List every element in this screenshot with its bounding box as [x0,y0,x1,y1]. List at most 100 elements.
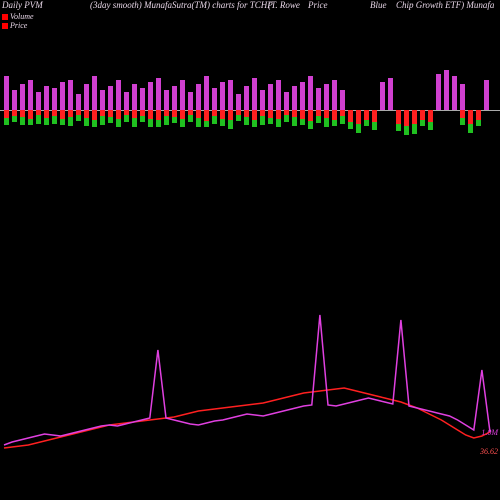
volume-bar-down-red [204,110,209,121]
volume-bar-down-red [252,110,257,120]
volume-bar-up [4,76,9,110]
volume-bar-down-green [36,115,41,124]
chart-header: Daily PVM (3day smooth) MunafaSutra(TM) c… [0,0,500,12]
volume-bar-down-green [140,116,145,122]
volume-bar-down-red [276,110,281,119]
volume-bar-down-green [76,115,81,121]
volume-bar-down-green [228,120,233,129]
volume-bar-up [300,82,305,110]
volume-bar-down-green [412,124,417,134]
volume-bar-down-red [220,110,225,119]
volume-bar-down-green [156,120,161,127]
volume-bar-down-green [428,122,433,130]
volume-bar-down-red [92,110,97,120]
volume-bar-down-green [204,121,209,127]
volume-bar-up [12,90,17,110]
volume-bar-down-red [372,110,377,122]
volume-bar-down-green [68,117,73,126]
volume-bar-down-green [164,116,169,125]
volume-bar-up [324,84,329,110]
volume-baseline [0,110,500,111]
volume-bar-up [284,92,289,110]
volume-bar-down-green [116,119,121,127]
volume-bar-down-red [148,110,153,119]
header-text: (T. Rowe [268,0,300,10]
volume-bar-down-red [68,110,73,117]
volume-bar-up [292,86,297,110]
volume-bar-down-green [268,118,273,124]
legend-label: Volume [10,12,34,21]
volume-bar-down-red [460,110,465,118]
header-text: Daily PVM [2,0,43,10]
volume-bar-up [180,80,185,110]
volume-bar-up [156,78,161,110]
volume-bar-up [204,76,209,110]
volume-bar-down-green [316,116,321,123]
volume-bar-down-red [60,110,65,119]
volume-bar-up [228,80,233,110]
volume-bar-down-green [172,117,177,123]
volume-bar-down-red [196,110,201,118]
volume-bar-up [436,74,441,110]
volume-bar-down-red [20,110,25,117]
volume-bar-up [188,92,193,110]
volume-bar-up [380,82,385,110]
volume-bar-down-green [468,124,473,133]
volume-bar-down-red [4,110,9,118]
volume-bar-up [260,90,265,110]
volume-bar-down-red [412,110,417,124]
volume-bar-up [212,88,217,110]
line-end-label: 36.62 [480,447,498,456]
volume-bar-up [172,86,177,110]
volume-bar-down-green [348,122,353,129]
volume-bar-down-red [28,110,33,119]
volume-bar-down-green [148,119,153,127]
header-text: Chip Growth ETF) Munafa [396,0,494,10]
legend: VolumePrice [2,12,34,30]
volume-bar-down-red [156,110,161,120]
volume-bar-down-red [180,110,185,119]
line-svg [0,250,500,470]
volume-bar-up [388,78,393,110]
volume-bar-down-red [300,110,305,119]
volume-bar-down-green [292,117,297,126]
volume-bar-down-red [292,110,297,117]
volume-bar-up [244,86,249,110]
volume-bar-up [252,78,257,110]
legend-item: Price [2,21,34,30]
volume-bar-down-green [196,118,201,127]
line-end-label: 1.0M [480,428,498,437]
header-text: Blue [370,0,387,10]
volume-bar-up [164,90,169,110]
volume-bar-down-red [108,110,113,117]
volume-bar-down-green [108,117,113,123]
volume-bar-down-green [60,119,65,125]
legend-label: Price [10,21,27,30]
volume-bar-down-green [100,116,105,125]
volume-bar-down-green [364,120,369,126]
header-text: (3day smooth) MunafaSutra(TM) charts for… [90,0,273,10]
volume-bar-down-green [20,117,25,125]
volume-bar-up [236,94,241,110]
volume-bar-down-red [228,110,233,120]
volume-bar-up [92,76,97,110]
volume-bar-down-red [396,110,401,124]
volume-bar-up [340,90,345,110]
price-line [4,388,490,448]
volume-bar-down-green [356,124,361,133]
volume-bar-down-green [332,120,337,126]
volume-bar-down-green [84,118,89,126]
volume-bar-down-green [300,119,305,125]
volume-bar-down-green [92,120,97,127]
line-end-labels: 1.0M36.62 [480,428,498,446]
volume-bar-down-green [460,118,465,125]
volume-bar-down-green [4,118,9,125]
volume-bar-down-red [244,110,249,117]
volume-bar-up [220,82,225,110]
volume-line [4,315,490,445]
volume-bar-up [36,92,41,110]
volume-bar-down-green [52,116,57,124]
volume-bar-down-green [180,119,185,127]
volume-bar-down-green [324,118,329,127]
volume-bar-up [444,70,449,110]
